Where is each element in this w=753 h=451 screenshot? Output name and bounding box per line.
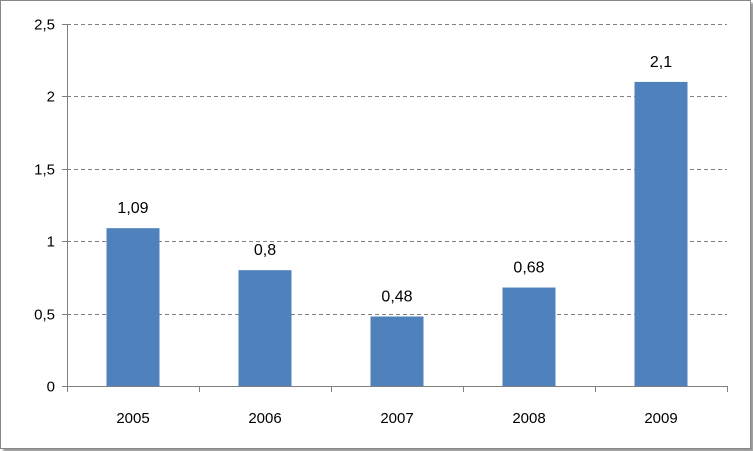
y-tick-label: 1,5: [34, 162, 55, 179]
data-label-2007: 0,48: [381, 288, 412, 305]
y-tick-label: 0: [47, 379, 55, 396]
y-tick-label: 2: [47, 89, 55, 106]
data-label-2005: 1,09: [117, 200, 148, 217]
bar-2009: [634, 81, 688, 387]
bar-2005: [106, 228, 160, 386]
gridlines: [67, 24, 727, 315]
bar-2006: [238, 270, 292, 386]
x-tick-label-2009: 2009: [644, 410, 677, 427]
data-label-2009: 2,1: [650, 54, 672, 71]
axes: [62, 24, 728, 392]
data-label-2006: 0,8: [254, 242, 276, 259]
y-tick-label: 2,5: [34, 17, 55, 34]
y-tick-label: 1: [47, 234, 55, 251]
x-tick-label-2007: 2007: [380, 410, 413, 427]
x-tick-label-2008: 2008: [512, 410, 545, 427]
x-tick-label-2005: 2005: [116, 410, 149, 427]
bar-2007: [370, 316, 424, 386]
y-tick-label: 0,5: [34, 307, 55, 324]
bar-2008: [502, 287, 556, 386]
bars: [106, 81, 688, 387]
x-tick-label-2006: 2006: [248, 410, 281, 427]
labels: 0 0,5 1 1,5 2 2,5 1,09 2005 0,8 2006 0,48 2007 0,68 2…: [34, 17, 678, 428]
data-label-2008: 0,68: [513, 260, 544, 277]
